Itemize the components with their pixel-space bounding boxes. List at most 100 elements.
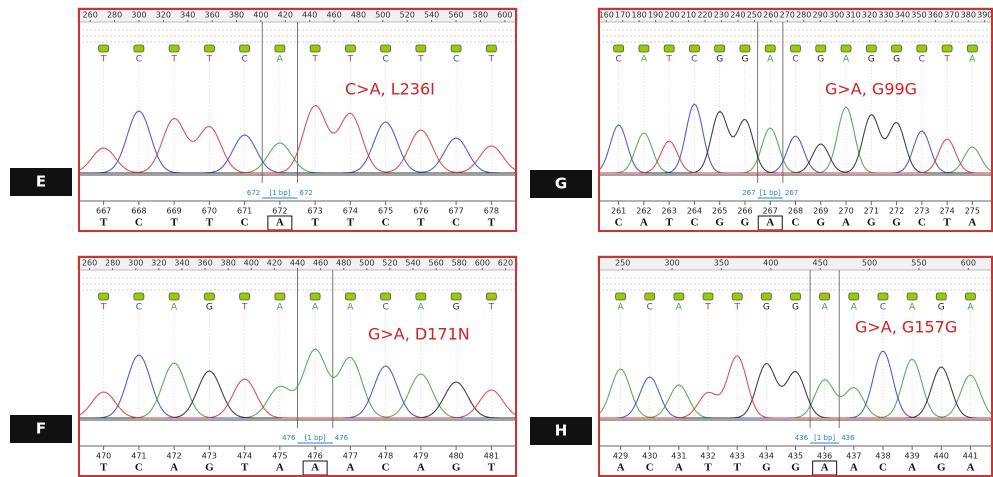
sequence-base: A xyxy=(276,462,284,474)
sequence-base: T xyxy=(206,217,214,229)
ruler-tick-label: 300 xyxy=(131,11,146,20)
base-call: T xyxy=(704,303,711,313)
ruler-tick-label: 480 xyxy=(336,259,351,268)
mutation-annotation: G>A, D171N xyxy=(368,325,470,344)
sequence-base: C xyxy=(918,217,926,229)
marker-left: 476 xyxy=(282,434,296,442)
base-call: A xyxy=(418,303,425,313)
position-label: 437 xyxy=(846,452,861,461)
quality-icon xyxy=(310,45,320,52)
position-label: 472 xyxy=(166,452,181,461)
quality-icon xyxy=(715,45,725,52)
base-call: G xyxy=(206,303,213,313)
ruler-tick-label: 290 xyxy=(813,11,828,20)
ruler-tick-label: 500 xyxy=(359,259,374,268)
sequence-base: C xyxy=(241,217,249,229)
ruler-tick-label: 390 xyxy=(977,11,992,20)
sequence-base: C xyxy=(646,462,654,474)
quality-icon xyxy=(169,293,179,300)
position-label: 271 xyxy=(864,207,879,216)
ruler-tick-label: 380 xyxy=(961,11,976,20)
position-label: 441 xyxy=(963,452,978,461)
position-label: 434 xyxy=(759,452,774,461)
quality-icon xyxy=(645,293,655,300)
sequence-base: A xyxy=(821,462,829,474)
base-call: G xyxy=(741,55,748,65)
ruler-tick-label: 360 xyxy=(197,259,212,268)
ruler-tick-label: 190 xyxy=(648,11,663,20)
quality-icon xyxy=(240,45,250,52)
ruler-tick-label: 360 xyxy=(204,11,219,20)
position-label: 268 xyxy=(788,207,803,216)
quality-icon xyxy=(967,45,977,52)
quality-icon xyxy=(416,45,426,52)
ruler-tick-label: 260 xyxy=(82,259,97,268)
ruler-tick-label: 550 xyxy=(911,259,926,268)
position-label: 438 xyxy=(875,452,890,461)
position-label: 677 xyxy=(448,207,463,216)
base-call: C xyxy=(136,303,142,313)
position-label: 267 xyxy=(763,207,778,216)
ruler-tick-label: 340 xyxy=(174,259,189,268)
ruler-tick-label: 280 xyxy=(105,259,120,268)
ruler-tick-label: 320 xyxy=(156,11,171,20)
quality-icon xyxy=(381,293,391,300)
chromatogram: 2602803003203403603804004204404604805005… xyxy=(78,256,517,477)
base-call: T xyxy=(665,55,672,65)
position-label: 274 xyxy=(939,207,954,216)
base-call: A xyxy=(171,303,178,313)
position-label: 479 xyxy=(413,452,428,461)
sequence-base: A xyxy=(276,217,284,229)
quality-icon xyxy=(204,293,214,300)
sequence-base: G xyxy=(791,462,800,474)
ruler-tick-label: 580 xyxy=(473,11,488,20)
position-label: 678 xyxy=(484,207,499,216)
quality-icon xyxy=(791,293,801,300)
position-label: 436 xyxy=(817,452,832,461)
sequence-base: A xyxy=(908,462,916,474)
quality-icon xyxy=(451,45,461,52)
ruler-tick-label: 230 xyxy=(714,11,729,20)
sequence-base: A xyxy=(850,462,858,474)
sequence-base: C xyxy=(382,217,390,229)
position-label: 672 xyxy=(272,207,287,216)
position-label: 429 xyxy=(613,452,628,461)
base-call: C xyxy=(647,303,653,313)
quality-icon xyxy=(907,293,917,300)
ruler-tick-label: 400 xyxy=(763,259,778,268)
base-call: A xyxy=(969,55,976,65)
base-call: C xyxy=(136,55,142,65)
quality-icon xyxy=(689,45,699,52)
quality-icon xyxy=(791,45,801,52)
marker-right: 672 xyxy=(300,189,313,197)
sequence-base: A xyxy=(640,217,648,229)
sequence-base: G xyxy=(816,217,825,229)
quality-icon xyxy=(134,45,144,52)
base-call: G xyxy=(868,55,875,65)
ruler-tick-label: 460 xyxy=(326,11,341,20)
sequence-base: T xyxy=(665,217,673,229)
ruler-tick-label: 180 xyxy=(632,11,647,20)
ruler-tick-label: 220 xyxy=(697,11,712,20)
base-call: G xyxy=(817,55,824,65)
position-label: 673 xyxy=(307,207,322,216)
base-call: G xyxy=(893,55,900,65)
chromatogram: 2602803003203403603804004204404604805005… xyxy=(78,8,517,232)
position-label: 475 xyxy=(272,452,287,461)
position-label: 675 xyxy=(378,207,393,216)
ruler-tick-label: 600 xyxy=(475,259,490,268)
quality-icon xyxy=(761,293,771,300)
position-label: 270 xyxy=(838,207,853,216)
sequence-base: T xyxy=(488,462,496,474)
sequence-base: A xyxy=(966,462,974,474)
position-label: 440 xyxy=(934,452,949,461)
base-call: A xyxy=(909,303,916,313)
base-call: C xyxy=(615,55,621,65)
sequence-base: T xyxy=(488,217,496,229)
quality-icon xyxy=(878,293,888,300)
sequence-base: A xyxy=(766,217,774,229)
position-label: 671 xyxy=(237,207,252,216)
quality-icon xyxy=(849,293,859,300)
base-call: T xyxy=(170,55,177,65)
